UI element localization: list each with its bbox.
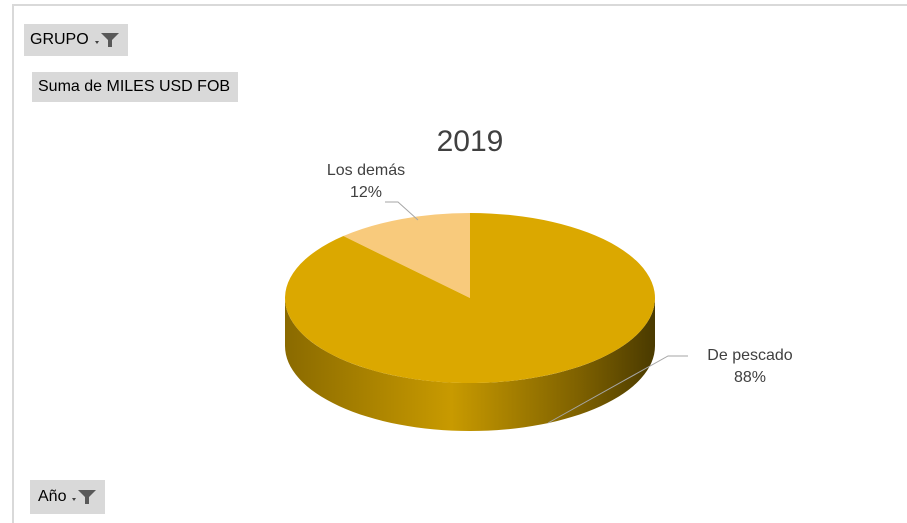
pie-slice-de-pescado[interactable] — [285, 213, 655, 383]
ano-filter-button[interactable]: Año — [30, 480, 106, 514]
pie-side-wall — [285, 298, 655, 431]
slice-label-los-demas-name: Los demás — [326, 162, 406, 179]
filter-dropdown-icon — [94, 32, 120, 48]
chart-title: 2019 — [436, 125, 504, 158]
slice-label-de-pescado: De pescado 88% — [690, 345, 810, 389]
ano-filter-label: Año — [38, 488, 67, 505]
value-field-button[interactable]: Suma de MILES USD FOB — [32, 72, 239, 102]
grupo-filter-label: GRUPO — [30, 31, 89, 48]
pie-slice-los-dem-s[interactable] — [343, 213, 470, 298]
chart-frame-top-border — [12, 4, 907, 6]
leader-line-los-demas — [385, 201, 419, 221]
slice-label-los-demas: Los demás 12% — [316, 160, 416, 204]
slice-label-de-pescado-value: 88% — [733, 369, 767, 386]
grupo-filter-button[interactable]: GRUPO — [24, 24, 128, 56]
leader-line-de-pescado — [547, 355, 688, 424]
slice-label-los-demas-value: 12% — [349, 184, 383, 201]
value-field-label: Suma de MILES USD FOB — [38, 78, 231, 95]
slice-label-de-pescado-name: De pescado — [707, 347, 793, 364]
chart-frame-left-border — [12, 4, 14, 523]
filter-dropdown-icon — [71, 489, 97, 505]
